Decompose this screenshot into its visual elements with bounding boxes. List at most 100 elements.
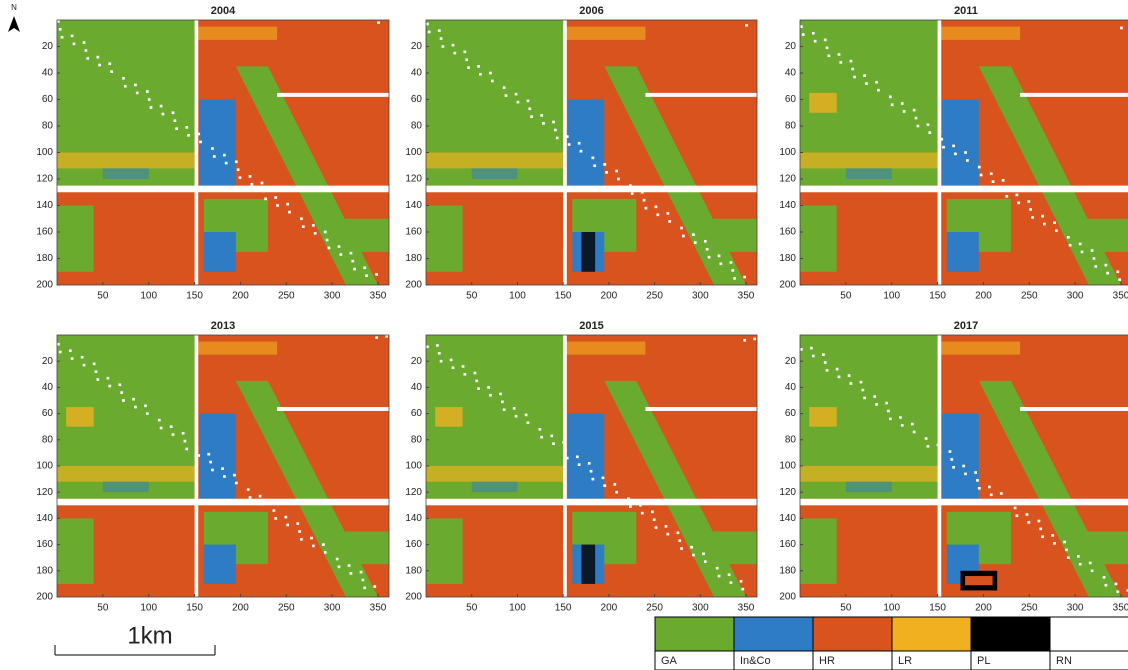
y-tick-label: 100 bbox=[36, 147, 53, 158]
land-patch bbox=[706, 248, 709, 251]
land-patch bbox=[952, 145, 955, 148]
land-patch bbox=[1104, 584, 1107, 587]
x-tick-label: 250 bbox=[1021, 291, 1038, 302]
land-patch bbox=[276, 204, 279, 207]
land-patch bbox=[239, 176, 242, 179]
y-tick-label: 100 bbox=[779, 461, 796, 472]
x-tick-label: 200 bbox=[601, 291, 618, 302]
x-tick-label: 100 bbox=[883, 603, 900, 614]
land-patch bbox=[103, 168, 149, 179]
y-tick-label: 140 bbox=[36, 200, 53, 211]
land-patch bbox=[839, 61, 842, 64]
scale-bar-label: 1km bbox=[127, 622, 172, 649]
y-tick-label: 20 bbox=[785, 356, 797, 367]
land-patch bbox=[850, 382, 853, 385]
x-tick-label: 250 bbox=[646, 291, 663, 302]
land-patch bbox=[938, 130, 941, 133]
y-tick-label: 60 bbox=[42, 408, 54, 419]
land-patch bbox=[363, 266, 366, 269]
land-patch bbox=[800, 348, 803, 351]
land-patch bbox=[273, 509, 276, 512]
y-tick-label: 180 bbox=[36, 253, 53, 264]
x-tick-label: 50 bbox=[97, 291, 109, 302]
land-patch bbox=[426, 345, 429, 348]
land-patch bbox=[477, 65, 480, 68]
land-patch bbox=[692, 233, 695, 236]
land-patch bbox=[472, 482, 518, 492]
land-patch bbox=[966, 159, 969, 162]
y-tick-label: 180 bbox=[36, 565, 53, 576]
land-patch bbox=[927, 445, 930, 448]
land-patch bbox=[911, 423, 914, 426]
land-patch bbox=[338, 245, 341, 248]
land-patch bbox=[812, 355, 815, 358]
land-patch bbox=[1079, 563, 1082, 566]
land-patch bbox=[645, 207, 648, 210]
land-patch bbox=[213, 155, 216, 158]
land-patch bbox=[800, 186, 1128, 193]
land-use-map bbox=[800, 335, 1128, 597]
land-patch bbox=[479, 73, 482, 76]
y-tick-label: 100 bbox=[779, 147, 796, 158]
land-patch bbox=[146, 412, 149, 415]
land-patch bbox=[743, 339, 746, 342]
x-tick-label: 250 bbox=[278, 291, 295, 302]
land-patch bbox=[978, 487, 981, 490]
land-patch bbox=[550, 435, 553, 438]
land-patch bbox=[810, 347, 813, 350]
land-patch bbox=[517, 101, 520, 104]
land-patch bbox=[351, 260, 354, 263]
land-patch bbox=[195, 20, 199, 285]
land-patch bbox=[199, 141, 202, 144]
y-tick-label: 200 bbox=[36, 592, 53, 603]
land-patch bbox=[1103, 576, 1106, 579]
legend-label: PL bbox=[977, 655, 990, 667]
x-tick-label: 100 bbox=[140, 291, 157, 302]
land-patch bbox=[1002, 179, 1005, 182]
land-patch bbox=[978, 166, 981, 169]
land-patch bbox=[668, 220, 671, 223]
land-patch bbox=[740, 580, 743, 583]
x-tick-label: 200 bbox=[601, 603, 618, 614]
x-tick-label: 200 bbox=[232, 603, 249, 614]
land-patch bbox=[720, 262, 723, 265]
x-tick-label: 200 bbox=[975, 603, 992, 614]
legend-swatch bbox=[655, 617, 734, 651]
land-patch bbox=[800, 466, 938, 482]
land-patch bbox=[828, 54, 831, 57]
land-patch bbox=[1116, 590, 1119, 593]
land-patch bbox=[861, 389, 864, 392]
land-patch bbox=[1026, 513, 1029, 516]
land-patch bbox=[360, 571, 363, 574]
y-tick-label: 140 bbox=[779, 200, 796, 211]
land-patch bbox=[310, 537, 313, 540]
land-patch bbox=[581, 232, 595, 272]
land-patch bbox=[450, 359, 453, 362]
land-patch bbox=[581, 545, 595, 584]
land-patch bbox=[312, 224, 315, 227]
land-patch bbox=[134, 84, 137, 87]
land-patch bbox=[312, 545, 315, 548]
x-tick-label: 300 bbox=[324, 291, 341, 302]
land-patch bbox=[296, 522, 299, 525]
land-patch bbox=[173, 119, 176, 122]
land-patch bbox=[901, 102, 904, 105]
land-patch bbox=[938, 452, 941, 455]
land-patch bbox=[501, 401, 504, 404]
land-patch bbox=[426, 186, 757, 193]
land-patch bbox=[503, 408, 506, 411]
land-patch bbox=[160, 105, 163, 108]
land-patch bbox=[730, 261, 733, 264]
land-patch bbox=[1079, 243, 1082, 246]
north-arrow bbox=[8, 16, 20, 32]
land-patch bbox=[824, 361, 827, 364]
land-patch bbox=[438, 29, 441, 32]
land-patch bbox=[489, 394, 492, 397]
land-patch bbox=[563, 20, 567, 285]
y-tick-label: 140 bbox=[779, 513, 796, 524]
land-patch bbox=[348, 564, 351, 567]
x-tick-label: 300 bbox=[692, 291, 709, 302]
y-tick-label: 40 bbox=[42, 382, 54, 393]
land-use-map bbox=[57, 335, 389, 597]
land-patch bbox=[261, 182, 264, 185]
